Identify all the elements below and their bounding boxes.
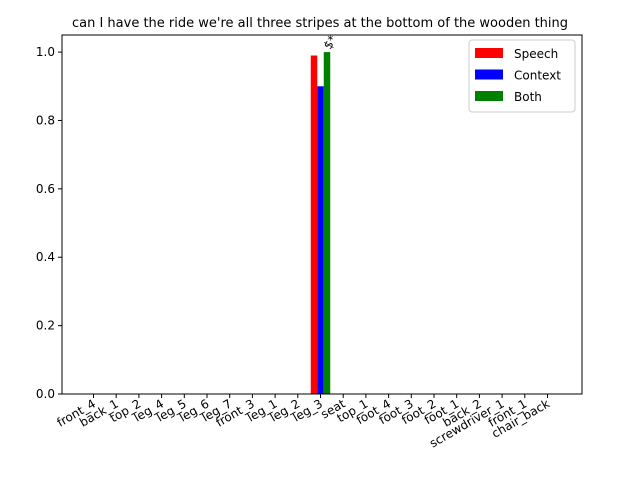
legend-swatch-context xyxy=(475,69,503,80)
legend: Speech Context Both xyxy=(468,39,576,113)
chart-title: can I have the ride we're all three stri… xyxy=(72,16,568,31)
y-tick-label: 0.2 xyxy=(36,319,55,333)
y-tick-label: 1.0 xyxy=(36,45,55,59)
legend-label-context: Context xyxy=(514,69,561,83)
legend-label-both: Both xyxy=(514,90,542,104)
bar-context-leg_3 xyxy=(317,86,324,395)
y-tick-label: 0.8 xyxy=(36,113,55,127)
y-tick-label: 0.6 xyxy=(36,182,55,196)
bar-annotation: $* xyxy=(321,33,340,52)
legend-swatch-speech xyxy=(475,48,503,58)
bars-group xyxy=(310,52,331,395)
plot-frame xyxy=(61,34,583,395)
y-tick-label: 0.4 xyxy=(36,250,55,264)
bar-speech-leg_3 xyxy=(310,55,318,395)
legend-swatch-both xyxy=(475,91,503,101)
y-tick-label: 0.0 xyxy=(36,387,55,401)
bar-both-leg_3 xyxy=(323,52,331,394)
annotations-group: $* xyxy=(321,33,340,52)
legend-label-speech: Speech xyxy=(514,47,558,61)
